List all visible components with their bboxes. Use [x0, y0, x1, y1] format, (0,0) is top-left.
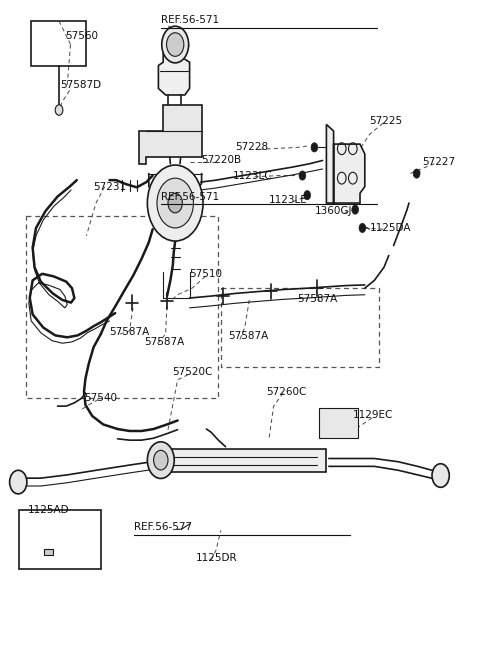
Circle shape: [168, 193, 182, 213]
Bar: [44, 549, 53, 555]
Text: 57231: 57231: [94, 181, 127, 192]
Polygon shape: [326, 124, 365, 203]
Text: 1125AD: 1125AD: [28, 504, 70, 515]
Circle shape: [162, 26, 189, 63]
Bar: [31, 21, 86, 66]
Text: 1125DR: 1125DR: [196, 553, 238, 563]
Circle shape: [147, 442, 174, 478]
Polygon shape: [158, 54, 190, 95]
Text: 1129EC: 1129EC: [353, 409, 393, 420]
Text: REF.56-571: REF.56-571: [161, 191, 219, 202]
Circle shape: [55, 105, 63, 115]
Circle shape: [432, 464, 449, 487]
Circle shape: [10, 470, 27, 494]
Text: 57587A: 57587A: [228, 331, 268, 341]
Text: 57587A: 57587A: [298, 294, 338, 305]
Text: REF.56-571: REF.56-571: [161, 14, 219, 25]
Text: 57228: 57228: [235, 142, 268, 153]
Circle shape: [413, 169, 420, 178]
Circle shape: [311, 143, 318, 152]
Circle shape: [352, 205, 359, 214]
Text: 1123LC: 1123LC: [233, 170, 273, 181]
Text: 57587D: 57587D: [60, 80, 101, 90]
Text: 57220B: 57220B: [202, 155, 242, 166]
Circle shape: [157, 178, 193, 228]
Text: 1123LE: 1123LE: [269, 195, 308, 205]
Text: 57225: 57225: [370, 116, 403, 126]
Text: 57540: 57540: [84, 392, 117, 403]
Circle shape: [167, 33, 184, 56]
Polygon shape: [139, 105, 202, 164]
Text: 57587A: 57587A: [109, 327, 150, 337]
Circle shape: [154, 451, 168, 470]
Text: 57520C: 57520C: [172, 367, 212, 377]
Text: 57587A: 57587A: [144, 337, 184, 347]
Text: 57227: 57227: [422, 157, 456, 168]
Circle shape: [359, 223, 366, 233]
Text: 1125DA: 1125DA: [370, 223, 411, 233]
Circle shape: [304, 191, 311, 200]
Text: 57560: 57560: [65, 31, 98, 41]
Bar: [319, 408, 358, 438]
Bar: [19, 510, 101, 569]
Text: 57510: 57510: [190, 269, 223, 279]
Text: 57260C: 57260C: [266, 386, 307, 397]
Text: 1360GJ: 1360GJ: [314, 206, 352, 216]
Bar: [163, 449, 326, 472]
Text: REF.56-577: REF.56-577: [134, 522, 192, 533]
Circle shape: [147, 165, 203, 241]
Circle shape: [299, 171, 306, 180]
